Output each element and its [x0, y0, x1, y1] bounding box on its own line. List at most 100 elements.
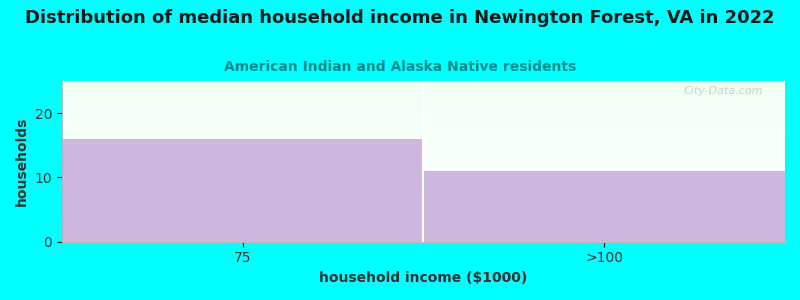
Bar [62, 116, 785, 117]
Bar [62, 110, 785, 111]
Bar [62, 87, 785, 88]
Bar [62, 211, 785, 212]
Y-axis label: households: households [15, 117, 29, 206]
Bar [62, 218, 785, 219]
Bar [62, 152, 785, 153]
Bar [62, 221, 785, 222]
Bar [62, 202, 785, 203]
Bar [62, 238, 785, 239]
Bar [62, 103, 785, 104]
Bar [62, 208, 785, 209]
Bar [62, 94, 785, 95]
Bar [62, 199, 785, 200]
Bar [62, 238, 785, 239]
Bar [62, 175, 785, 176]
Bar [62, 168, 785, 169]
Bar [62, 112, 785, 113]
Bar [62, 240, 785, 241]
Bar [62, 231, 785, 232]
Bar [62, 156, 785, 157]
Bar [62, 196, 785, 197]
Text: City-Data.com: City-Data.com [684, 86, 763, 96]
Bar [62, 228, 785, 229]
Bar [62, 160, 785, 161]
Text: American Indian and Alaska Native residents: American Indian and Alaska Native reside… [224, 60, 576, 74]
Bar [62, 95, 785, 96]
Bar [62, 184, 785, 185]
Bar [62, 227, 785, 228]
Bar [62, 126, 785, 127]
Bar [62, 111, 785, 112]
Bar [62, 143, 785, 144]
Bar [62, 169, 785, 170]
Bar [62, 182, 785, 183]
Bar [62, 84, 785, 85]
Bar [62, 98, 785, 99]
Bar [62, 157, 785, 158]
Bar [62, 188, 785, 189]
Bar [62, 133, 785, 134]
Bar [62, 167, 785, 168]
Bar [62, 205, 785, 206]
Bar [62, 180, 785, 181]
Text: Distribution of median household income in Newington Forest, VA in 2022: Distribution of median household income … [25, 9, 775, 27]
Bar [62, 122, 785, 123]
Bar [62, 158, 785, 159]
Bar [62, 153, 785, 154]
Bar [62, 190, 785, 191]
Bar [62, 90, 785, 91]
Bar [62, 198, 785, 199]
Bar [423, 171, 785, 242]
Bar [62, 119, 785, 120]
Bar [62, 178, 785, 179]
Bar [62, 189, 785, 190]
Bar [62, 241, 785, 242]
Bar [62, 186, 785, 187]
Bar [62, 146, 785, 147]
Bar [62, 239, 785, 240]
Bar [62, 192, 785, 193]
Bar [62, 171, 785, 172]
Bar [62, 100, 785, 101]
Bar [62, 115, 785, 116]
Bar [62, 102, 785, 103]
Bar [62, 164, 785, 165]
Bar [62, 161, 785, 162]
Bar [62, 236, 785, 237]
Bar [62, 151, 785, 152]
Bar [62, 201, 785, 202]
Bar [62, 223, 785, 224]
Bar [62, 191, 785, 192]
Bar [62, 140, 785, 141]
Bar [62, 82, 785, 83]
Bar [62, 139, 785, 140]
Bar [62, 235, 785, 236]
Bar [62, 179, 785, 180]
Bar [62, 217, 785, 218]
Bar [62, 195, 785, 196]
Bar [62, 207, 785, 208]
Bar [62, 88, 785, 89]
Bar [62, 219, 785, 220]
Bar [62, 224, 785, 225]
Bar [62, 93, 785, 94]
Bar [62, 144, 785, 145]
Bar [62, 136, 785, 137]
Bar [62, 173, 785, 174]
Bar [62, 204, 785, 205]
Bar [62, 85, 785, 86]
Bar [62, 197, 785, 198]
Bar [62, 172, 785, 173]
Bar [62, 213, 785, 214]
Bar [62, 159, 785, 160]
Bar [62, 162, 785, 163]
Bar [62, 169, 785, 170]
Bar [62, 104, 785, 105]
Bar [62, 123, 785, 124]
Bar [62, 86, 785, 87]
Bar [62, 129, 785, 130]
Bar [62, 92, 785, 93]
Bar [62, 230, 785, 231]
Bar [62, 150, 785, 151]
Bar [62, 97, 785, 98]
